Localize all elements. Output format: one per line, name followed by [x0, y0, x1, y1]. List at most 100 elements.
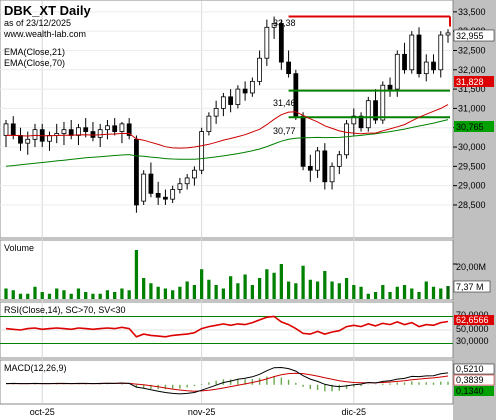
- volume-bar: [279, 264, 283, 299]
- volume-bar: [200, 269, 204, 299]
- x-tick-label: oct-25: [30, 407, 55, 417]
- volume-pane: [0, 239, 454, 301]
- price-tag-box: [453, 29, 495, 42]
- candle-up: [249, 80, 255, 94]
- site-url: www.wealth-lab.com: [3, 29, 86, 39]
- price-tick-label: 29,500: [458, 161, 486, 171]
- candle-down: [10, 123, 16, 136]
- volume-bar: [76, 288, 81, 299]
- ema-lines: [5, 104, 449, 167]
- volume-tick: 20,00M: [456, 262, 486, 272]
- candle-down: [228, 96, 234, 105]
- rsi-tick-50: 50,0000: [456, 324, 489, 334]
- macd-last-box: [453, 363, 495, 375]
- x-tick-label: dic-25: [342, 407, 367, 417]
- volume-bar: [250, 285, 254, 299]
- volume-bar: [40, 292, 44, 299]
- volume-bar: [33, 286, 37, 299]
- candle-up: [141, 173, 147, 202]
- candle-up: [220, 96, 226, 109]
- macd-hist-box: [454, 386, 494, 396]
- volume-bar: [439, 288, 443, 299]
- candle-up: [365, 100, 371, 129]
- candle-up: [264, 26, 270, 59]
- volume-bar: [98, 293, 102, 299]
- volume-bar: [221, 288, 226, 299]
- volume-bar: [431, 286, 436, 299]
- volume-bar: [171, 290, 175, 299]
- candle-up: [438, 34, 444, 71]
- volume-bar: [84, 292, 88, 299]
- volume-bar: [127, 290, 131, 299]
- x-tick-label: nov-25: [188, 407, 216, 417]
- candle-down: [387, 84, 393, 90]
- volume-bar: [417, 292, 421, 299]
- macd-lines: [5, 366, 449, 395]
- candle-down: [416, 34, 422, 75]
- candle-down: [373, 100, 378, 121]
- candle-down: [307, 165, 313, 171]
- ema70-tag-box: [454, 121, 494, 132]
- candle-up: [97, 129, 103, 138]
- volume-bar: [446, 286, 450, 299]
- volume-bar: [69, 293, 73, 299]
- rsi-last: 62,6566: [456, 315, 489, 325]
- ema21-tag-box: [454, 76, 494, 87]
- ema21-line: [5, 104, 449, 149]
- candle-up: [76, 127, 81, 136]
- volume-bar: [4, 288, 8, 299]
- rsi-last-box: [454, 315, 494, 325]
- price-tick-label: 32,000: [458, 65, 486, 75]
- candle-up: [170, 189, 176, 200]
- candle-up: [213, 108, 219, 117]
- price-candles: [3, 16, 451, 213]
- candle-up: [184, 177, 190, 185]
- volume-bar: [388, 292, 392, 299]
- candle-up: [119, 123, 125, 132]
- candle-up: [192, 169, 197, 179]
- macd-line: [5, 366, 449, 395]
- volume-bar: [315, 281, 320, 299]
- volume-bar: [395, 286, 399, 299]
- candle-down: [293, 73, 299, 117]
- volume-bar: [352, 285, 356, 299]
- volume-bar: [323, 271, 327, 299]
- ema21-tag: 31,828: [456, 77, 484, 87]
- volume-bar: [272, 272, 276, 299]
- candle-down: [126, 123, 132, 136]
- candle-up: [177, 183, 183, 190]
- volume-bar: [381, 285, 385, 299]
- candle-down: [163, 196, 168, 200]
- volume-bar: [149, 283, 153, 299]
- volume-bar: [26, 293, 30, 299]
- volume-bar: [373, 292, 378, 299]
- volume-bar: [236, 283, 240, 299]
- candle-down: [155, 192, 161, 198]
- volume-bar: [243, 274, 247, 299]
- ema21-legend: EMA(Close,21): [4, 47, 65, 57]
- volume-bar: [47, 293, 52, 299]
- candle-up: [336, 154, 342, 167]
- volume-bar: [142, 278, 146, 299]
- candle-up: [3, 123, 9, 136]
- volume-bar: [192, 285, 197, 299]
- candle-up: [25, 138, 31, 144]
- macd-last: 0,5210: [456, 364, 484, 374]
- candle-down: [134, 138, 139, 206]
- volume-last-box: [453, 280, 491, 293]
- level-label-high: 33,38: [273, 18, 296, 28]
- chart-title: DBK_XT Daily: [4, 3, 91, 18]
- volume-bar: [11, 290, 15, 299]
- candle-down: [112, 125, 118, 132]
- candle-up: [445, 32, 451, 36]
- level-label-mid: 31,46: [273, 98, 296, 108]
- candle-down: [402, 53, 407, 71]
- price-tag: 32,955: [456, 31, 484, 41]
- candle-up: [351, 115, 357, 125]
- volume-bar: [257, 278, 262, 299]
- volume-last: 7,37 M: [456, 282, 484, 292]
- candle-up: [394, 53, 400, 90]
- price-tick-label: 30,000: [458, 142, 486, 152]
- volume-bar: [366, 293, 370, 299]
